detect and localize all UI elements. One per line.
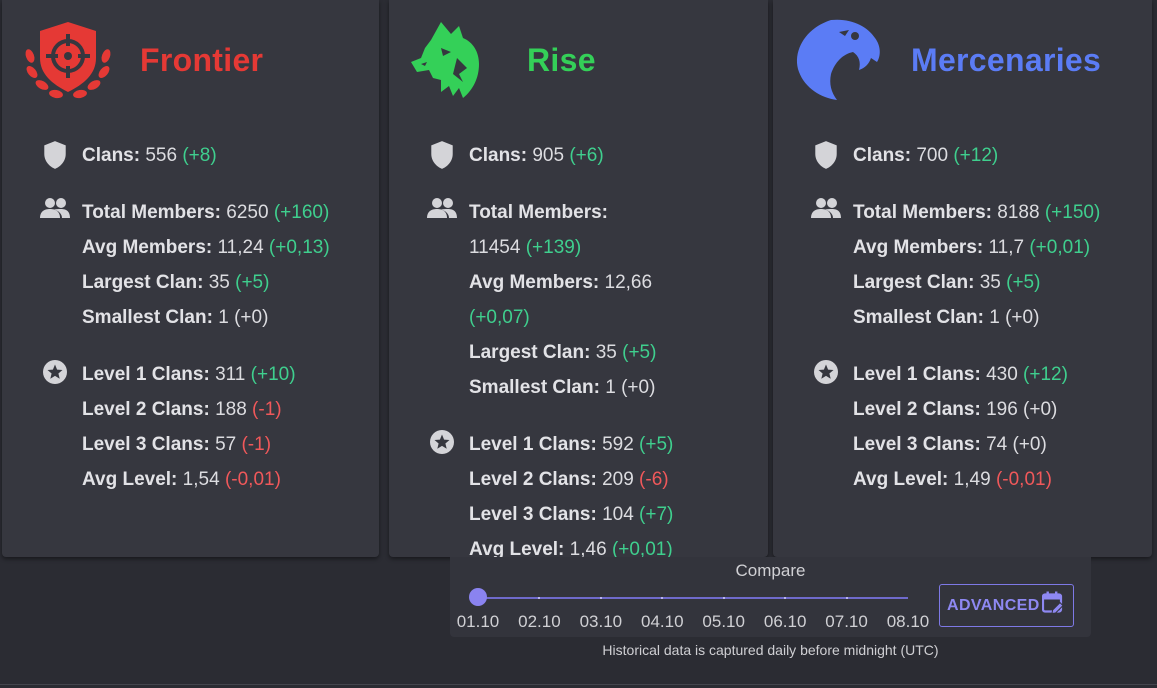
stat-avg-members: Avg Members: 11,7 (+0,01) [853,237,1091,258]
slider-date-label[interactable]: 08.10 [886,612,930,631]
shield-icon [425,138,459,170]
stat-total-members: Total Members: 8188 (+150) [853,202,1101,223]
wolf-head-icon [407,18,503,102]
stat-level-3-clans: Level 3 Clans: 57 (-1) [82,434,272,455]
levels-group: Level 1 Clans: 311 (+10) Level 2 Clans: … [38,357,359,497]
stat-avg-level: Avg Level: 1,46 (+0,01) [469,539,673,560]
clans-group: Clans: 556 (+8) [38,138,359,173]
stat-level-2-clans: Level 2 Clans: 188 (-1) [82,399,282,420]
shield-icon [809,138,843,170]
faction-stats: Clans: 700 (+12) Total Members: 8188 (+1… [809,138,1132,519]
faction-header: Rise [407,18,596,102]
people-icon [38,195,72,219]
stat-largest-clan: Largest Clan: 35 (+5) [82,272,270,293]
members-group: Total Members: 11454 (+139) Avg Members: … [425,195,748,405]
faction-card-rise: Rise Clans: 905 (+6) Total Members: 11454… [389,0,768,560]
date-slider[interactable] [469,588,908,606]
stat-avg-members: Avg Members: 11,24 (+0,13) [82,237,330,258]
slider-date-label[interactable]: 06.10 [763,612,807,631]
slider-thumb[interactable] [469,588,487,606]
star-circle-icon [809,357,843,385]
stat-smallest-clan: Smallest Clan: 1 (+0) [853,307,1040,328]
stat-level-3-clans: Level 3 Clans: 104 (+7) [469,504,674,525]
faction-header: Mercenaries [791,18,1101,102]
stat-level-1-clans: Level 1 Clans: 592 (+5) [469,434,674,455]
historical-data-note: Historical data is captured daily before… [602,642,939,658]
stat-level-2-clans: Level 2 Clans: 209 (-6) [469,469,669,490]
stat-avg-members: Avg Members: 12,66 (+0,07) [469,272,653,328]
slider-date-label[interactable]: 07.10 [825,612,868,631]
star-circle-icon [425,427,459,455]
stat-avg-level: Avg Level: 1,54 (-0,01) [82,469,281,490]
compare-title: Compare [735,561,806,580]
faction-stats: Clans: 905 (+6) Total Members: 11454 (+13… [425,138,748,589]
stat-level-3-clans: Level 3 Clans: 74 (+0) [853,434,1047,455]
stat-largest-clan: Largest Clan: 35 (+5) [853,272,1041,293]
slider-tick [722,597,725,599]
divider [0,684,1157,685]
stat-smallest-clan: Smallest Clan: 1 (+0) [82,307,269,328]
crosshair-shield-icon [20,18,116,102]
stat-level-1-clans: Level 1 Clans: 311 (+10) [82,364,296,385]
members-group: Total Members: 8188 (+150) Avg Members: … [809,195,1132,335]
faction-name: Mercenaries [911,41,1102,78]
slider-track[interactable] [478,597,908,599]
slider-tick [538,597,541,599]
calendar-edit-icon [1041,591,1064,620]
advanced-button[interactable]: ADVANCED [939,584,1074,627]
compare-panel: Compare 01.10 02.10 03.10 04.10 05.10 06.10 07… [450,557,1091,637]
faction-card-mercenaries: Mercenaries Clans: 700 (+12) Total Membe… [773,0,1152,557]
people-icon [809,195,843,219]
advanced-button-label: ADVANCED [947,596,1040,614]
stat-total-members: Total Members: 6250 (+160) [82,202,330,223]
stat-smallest-clan: Smallest Clan: 1 (+0) [469,377,656,398]
stat-avg-level: Avg Level: 1,49 (-0,01) [853,469,1052,490]
stat-clans: Clans: 905 (+6) [469,145,604,166]
members-group: Total Members: 6250 (+160) Avg Members: … [38,195,359,335]
faction-name: Frontier [140,41,264,78]
stat-clans: Clans: 700 (+12) [853,145,999,166]
levels-group: Level 1 Clans: 592 (+5) Level 2 Clans: 2… [425,427,748,567]
slider-tick [661,597,664,599]
slider-date-label[interactable]: 04.10 [641,612,684,631]
shield-icon [38,138,72,170]
slider-date-label[interactable]: 03.10 [579,612,623,631]
slider-tick [599,597,602,599]
stat-total-members: Total Members: 11454 (+139) [469,202,609,258]
star-circle-icon [38,357,72,385]
faction-name: Rise [527,41,596,78]
slider-tick [784,597,787,599]
slider-tick [845,597,848,599]
slider-date-label[interactable]: 05.10 [702,612,745,631]
stat-level-2-clans: Level 2 Clans: 196 (+0) [853,399,1058,420]
people-icon [425,195,459,219]
stat-level-1-clans: Level 1 Clans: 430 (+12) [853,364,1068,385]
faction-header: Frontier [20,18,263,102]
faction-stats: Clans: 556 (+8) Total Members: 6250 (+16… [38,138,359,519]
faction-card-frontier: Frontier Clans: 556 (+8) Total Members: … [2,0,379,557]
slider-date-label[interactable]: 02.10 [518,612,561,631]
clans-group: Clans: 905 (+6) [425,138,748,173]
stat-largest-clan: Largest Clan: 35 (+5) [469,342,657,363]
levels-group: Level 1 Clans: 430 (+12) Level 2 Clans: … [809,357,1132,497]
slider-date-label[interactable]: 01.10 [456,612,500,631]
clans-group: Clans: 700 (+12) [809,138,1132,173]
stat-clans: Clans: 556 (+8) [82,145,217,166]
eagle-head-icon [791,18,887,102]
